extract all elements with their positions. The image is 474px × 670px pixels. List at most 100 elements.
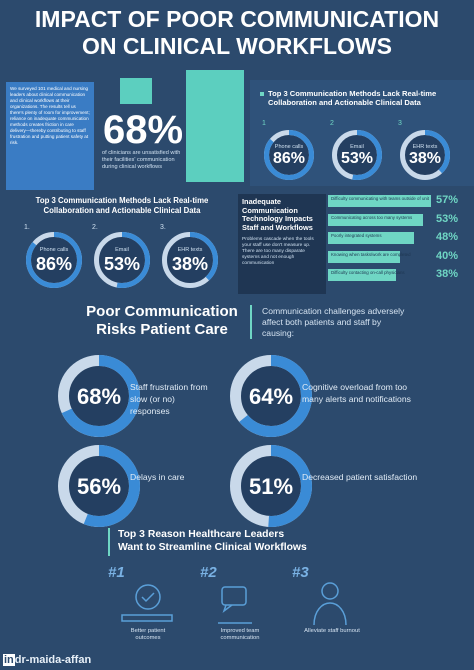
stat: 68% xyxy=(103,108,184,152)
donut-percent: 51% xyxy=(248,473,294,499)
item-text: Staff frustration from slow (or no) resp… xyxy=(130,382,208,416)
bar xyxy=(328,213,424,226)
bar-row: Communicating across too many systems 53% xyxy=(328,212,470,228)
bullet xyxy=(260,92,264,96)
bar-percent: 48% xyxy=(436,231,459,243)
decor-block xyxy=(186,70,244,182)
methods-heading: Top 3 Communication Methods Lack Real-ti… xyxy=(268,89,437,107)
item-number: 3. xyxy=(160,224,166,231)
donut-arc xyxy=(332,130,382,180)
donut xyxy=(264,130,314,180)
donut-arc xyxy=(264,130,314,180)
survey-box: We surveyed 101 medical and nursing lead… xyxy=(6,82,94,190)
bar xyxy=(328,269,397,281)
donut xyxy=(58,355,140,437)
bar-label: Difficulty contacting on-call physicians xyxy=(331,270,405,275)
donut-percent: 38% xyxy=(171,254,209,275)
donut-arc xyxy=(162,232,218,288)
watermark: indr-maida-affan xyxy=(3,654,91,666)
title-line: IMPACT OF POOR COMMUNICATION xyxy=(34,6,440,32)
bar xyxy=(328,250,400,263)
watermark-text: dr-maida-affan xyxy=(14,654,92,666)
stat-caption: of clinicians are unsatisfied with their… xyxy=(102,150,181,170)
divider xyxy=(108,528,110,556)
bar-percent: 53% xyxy=(436,212,459,225)
divider xyxy=(250,305,252,339)
bar-percent: 57% xyxy=(436,194,459,206)
donut-arc xyxy=(58,445,140,527)
bar-label: Communicating across too many systems xyxy=(331,214,413,220)
donut-name: Email xyxy=(115,247,129,254)
item-number: 2 xyxy=(330,120,334,127)
reason-number: #1 xyxy=(108,564,125,581)
bar xyxy=(328,195,431,207)
reason-number: #2 xyxy=(200,564,217,581)
reason-caption: Improved team communication xyxy=(220,628,260,641)
bar-row: Knowing when tasks/work are completed 40% xyxy=(328,249,470,265)
item-text: Cognitive overload from too many alerts … xyxy=(302,382,411,404)
donut xyxy=(26,232,82,288)
donut-name: Phone calls xyxy=(39,247,69,254)
item-number: 3 xyxy=(398,120,402,127)
donut-percent: 64% xyxy=(248,383,294,409)
watermark-icon: in xyxy=(3,654,15,666)
check-icon xyxy=(135,584,161,610)
reason-caption: Alleviate staff burnout xyxy=(304,628,360,634)
item-number: 1 xyxy=(262,120,266,127)
donut-arc xyxy=(400,130,450,180)
donut xyxy=(400,130,450,180)
patient-heading: Poor Communication Risks Patient Care xyxy=(82,303,242,339)
bar-percent: 40% xyxy=(436,249,459,262)
team-icon xyxy=(218,604,252,624)
person-icon xyxy=(313,602,347,626)
donut-percent: 53% xyxy=(103,254,141,275)
bar-row: Difficulty contacting on-call physicians… xyxy=(328,268,470,283)
donut-percent: 56% xyxy=(76,473,122,499)
item-number: 1. xyxy=(24,224,30,231)
bar xyxy=(328,232,415,244)
donut xyxy=(332,130,382,180)
patient-intro: Communication challenges adversely affec… xyxy=(262,306,405,338)
bar-percent: 38% xyxy=(436,268,459,280)
technology-text: Problems cascade when the tools your sta… xyxy=(242,237,314,266)
head-icon xyxy=(321,582,339,600)
heading-line: Poor Communication xyxy=(86,303,238,320)
donut-percent: 38% xyxy=(408,149,442,167)
donut-percent: 68% xyxy=(76,383,122,409)
donut-percent: 53% xyxy=(340,149,374,167)
donut-percent: 86% xyxy=(35,254,73,275)
outcome-icon xyxy=(121,592,173,622)
chat-icon xyxy=(221,586,247,606)
bar-label: Difficulty communicating with teams outs… xyxy=(331,196,430,201)
donut xyxy=(162,232,218,288)
methods-heading: Top 3 Communication Methods Lack Real-ti… xyxy=(35,196,209,215)
donut xyxy=(230,445,312,527)
donut-name: EHR texts xyxy=(412,143,438,150)
donut xyxy=(230,355,312,437)
item-text: Delays in care xyxy=(130,472,185,482)
bar-row: Poorly integrated systems 48% xyxy=(328,231,470,246)
donut-name: Email xyxy=(350,143,364,150)
donut-arc xyxy=(94,232,150,288)
donut-arc xyxy=(58,355,140,437)
bar-row: Difficulty communicating with teams outs… xyxy=(328,194,470,209)
title-line: ON CLINICAL WORKFLOWS xyxy=(81,33,393,59)
bar-label: Knowing when tasks/work are completed xyxy=(331,251,411,257)
reason-icons xyxy=(121,582,347,626)
heading-line: Risks Patient Care xyxy=(96,321,228,338)
heading-line: Want to Streamline Clinical Workflows xyxy=(118,542,307,553)
heading-line: Top 3 Reason Healthcare Leaders xyxy=(118,529,285,540)
donut-percent: 86% xyxy=(272,149,306,167)
bar-label: Poorly integrated systems xyxy=(331,233,382,238)
title: IMPACT OF POOR COMMUNICATION ON CLINICAL… xyxy=(0,6,474,60)
reasons-heading: Top 3 Reason Healthcare Leaders Want to … xyxy=(118,528,307,554)
reason-caption: Better patient outcomes xyxy=(130,628,166,641)
donut-name: EHR texts xyxy=(177,247,203,254)
donut-name: Phone calls xyxy=(274,143,304,150)
donut-arc xyxy=(230,445,312,527)
item-text: Decreased patient satisfaction xyxy=(302,472,418,482)
reason-number: #3 xyxy=(292,564,309,581)
technology-box: Inadequate Communication Technology Impa… xyxy=(238,194,326,294)
decor-block xyxy=(120,78,152,104)
